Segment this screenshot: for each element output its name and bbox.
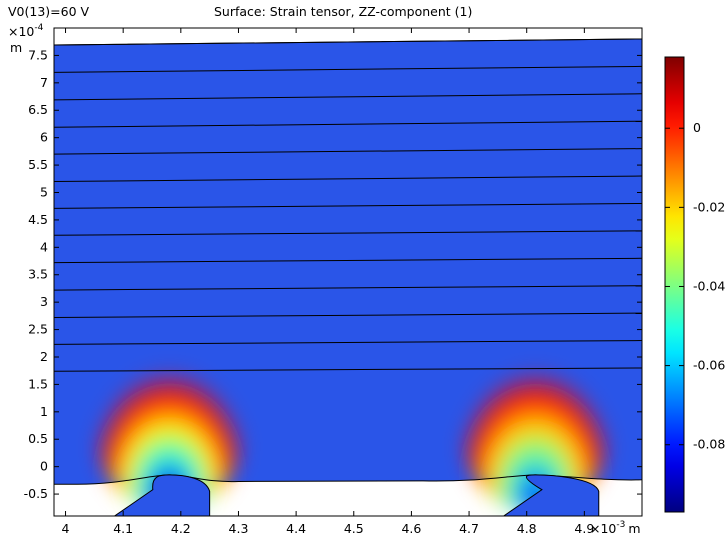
x-tick-label: 4.8 (517, 521, 537, 536)
y-tick-label: 5 (40, 184, 48, 199)
y-tick-label: -0.5 (24, 486, 48, 501)
y-tick-label: 7.5 (28, 47, 48, 62)
layer-boundary (54, 340, 642, 345)
colorbar-tick-label: -0.02 (693, 199, 725, 214)
colorbar-tick-label: -0.04 (693, 278, 725, 293)
y-tick-label: 6.5 (28, 102, 48, 117)
layer-boundary (54, 65, 642, 73)
colorbar-tick-label: 0 (693, 120, 701, 135)
y-axis: -0.5 0 0.5 1 1.5 2 2.5 3 3.5 4 4.5 5 5.5 6 6.5 7 7.5 (24, 47, 642, 501)
colorbar-tick-label: -0.08 (693, 437, 725, 452)
domain-outline (54, 38, 642, 485)
x-tick-label: 4.1 (113, 521, 133, 536)
electrode (113, 474, 211, 516)
electrode (502, 474, 600, 516)
plot-title: Surface: Strain tensor, ZZ-component (1) (214, 4, 472, 19)
layer-boundary (54, 285, 642, 291)
y-tick-label: 4 (40, 239, 48, 254)
layer-boundary (54, 93, 642, 101)
y-tick-label: 0 (40, 459, 48, 474)
y-axis-multiplier: ×10-4 (8, 23, 44, 39)
y-tick-label: 3.5 (28, 267, 48, 282)
x-tick-label: 4 (62, 521, 70, 536)
x-tick-label: 4.9 (574, 521, 594, 536)
y-tick-label: 4.5 (28, 212, 48, 227)
y-tick-label: 5.5 (28, 157, 48, 172)
y-axis-unit: m (10, 40, 22, 55)
layer-boundary (54, 120, 642, 128)
layer-boundaries (54, 38, 642, 485)
y-tick-label: 0.5 (28, 431, 48, 446)
strain-hotspot (91, 312, 248, 513)
y-tick-label: 2.5 (28, 322, 48, 337)
y-tick-label: 1.5 (28, 376, 48, 391)
colorbar-tick-label: -0.06 (693, 358, 725, 373)
x-tick-label: 4.5 (344, 521, 364, 536)
x-tick-label: 4.3 (229, 521, 249, 536)
layer-boundary (54, 257, 642, 264)
x-tick-label: 4.4 (286, 521, 306, 536)
colorbar (664, 56, 685, 513)
layer-boundary (54, 202, 642, 209)
x-axis: 4 4.1 4.2 4.3 4.4 4.5 4.6 4.7 4.8 4.9 (62, 28, 594, 536)
y-tick-label: 2 (40, 349, 48, 364)
layer-boundary (54, 148, 642, 155)
x-tick-label: 4.7 (459, 521, 479, 536)
layer-boundary (54, 367, 642, 372)
plot-content (54, 38, 642, 516)
plot-frame (53, 27, 643, 517)
y-tick-label: 6 (40, 130, 48, 145)
strain-hotspot (457, 312, 614, 513)
y-tick-label: 1 (40, 404, 48, 419)
strain-hotspots (91, 312, 614, 513)
x-tick-label: 4.6 (401, 521, 421, 536)
parameter-label: V0(13)=60 V (8, 4, 90, 19)
layer-boundary (54, 175, 642, 183)
y-tick-label: 3 (40, 294, 48, 309)
x-tick-label: 4.2 (171, 521, 191, 536)
x-axis-multiplier: ×10-3 m (590, 520, 641, 536)
layer-boundary (54, 230, 642, 236)
electrodes (113, 474, 600, 516)
layer-boundary (54, 312, 642, 319)
colorbar-ticks: 0 -0.02 -0.04 -0.06 -0.08 (665, 120, 725, 452)
y-tick-label: 7 (40, 75, 48, 90)
